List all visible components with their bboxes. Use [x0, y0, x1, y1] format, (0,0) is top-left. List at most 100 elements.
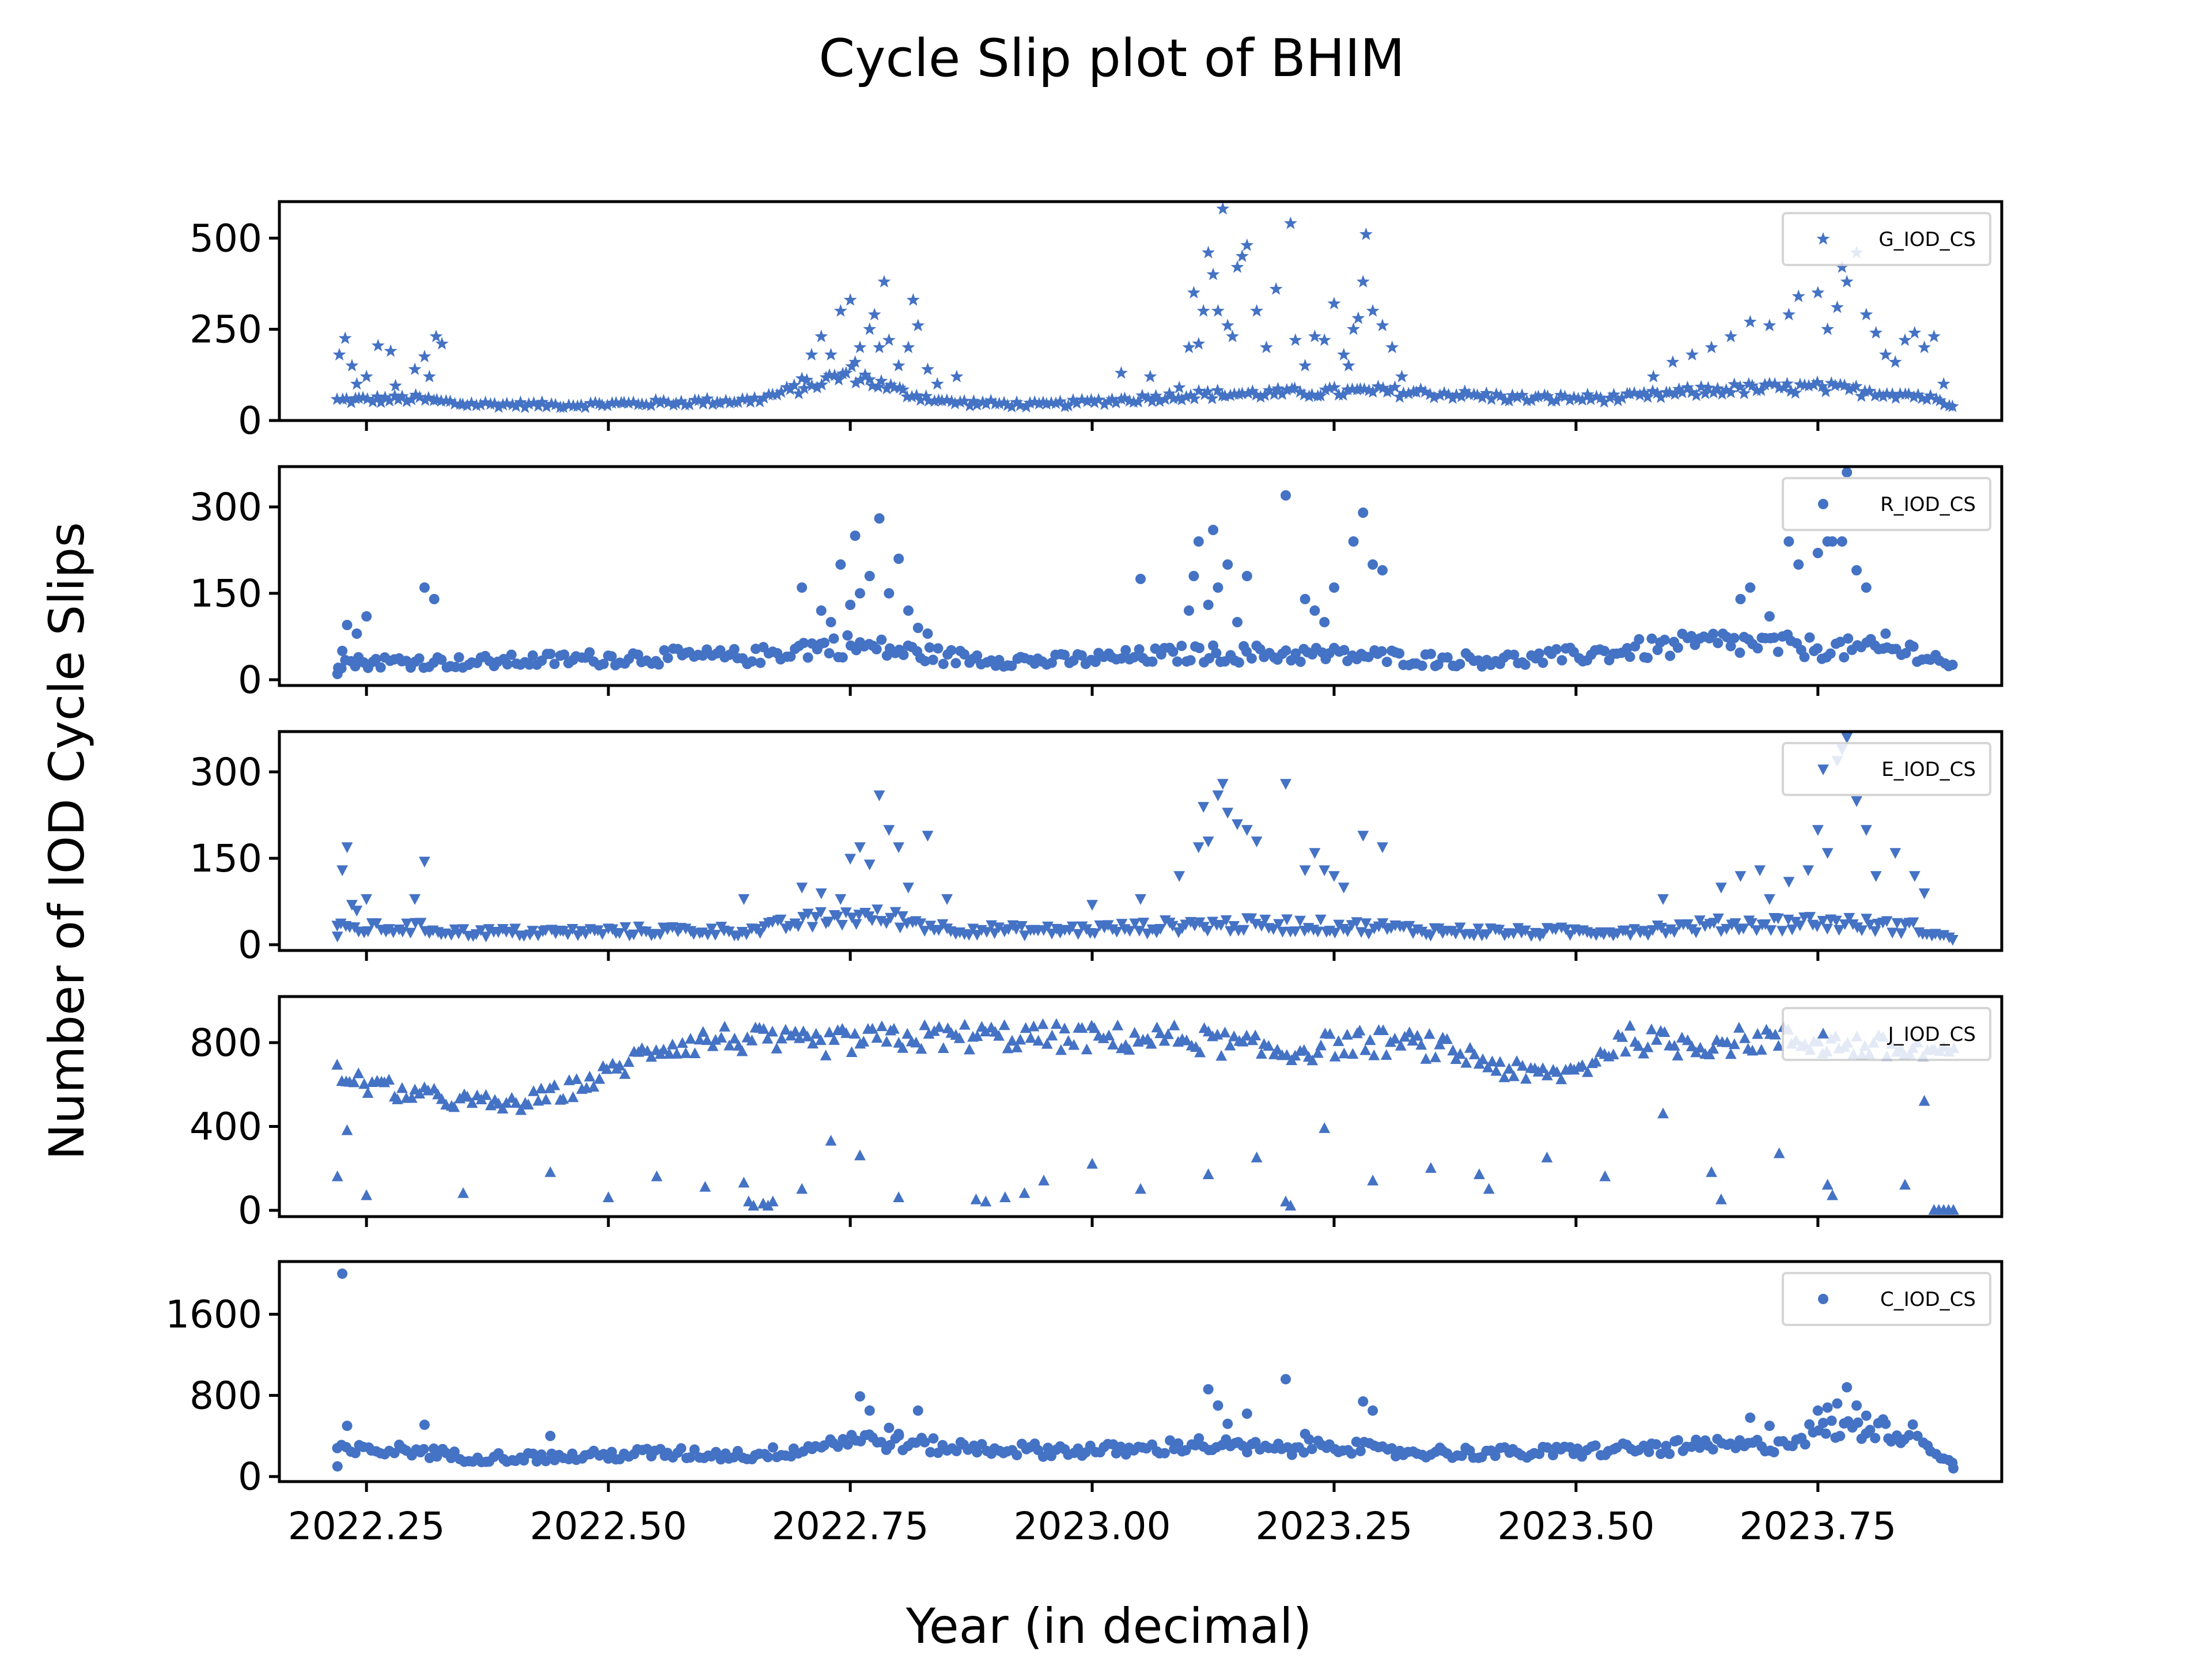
- data-point: [806, 922, 819, 933]
- data-point: [1623, 387, 1637, 400]
- data-point: [1458, 384, 1472, 397]
- data-point: [680, 1047, 692, 1058]
- data-point: [527, 650, 538, 661]
- data-point: [1329, 582, 1339, 593]
- data-point: [1812, 548, 1823, 558]
- data-point: [1768, 1446, 1779, 1457]
- data-point: [1646, 1023, 1657, 1035]
- data-point: [1763, 377, 1777, 389]
- data-point: [816, 605, 827, 616]
- data-point: [1908, 641, 1919, 652]
- data-point: [1821, 848, 1834, 859]
- data-point: [1184, 605, 1194, 616]
- data-point: [378, 391, 392, 403]
- data-point: [1672, 642, 1683, 653]
- data-point: [999, 1191, 1011, 1202]
- data-point: [1336, 388, 1350, 401]
- data-point: [1281, 914, 1293, 926]
- data-point: [1821, 322, 1835, 335]
- data-point: [1918, 1094, 1930, 1106]
- data-point: [1354, 1024, 1366, 1036]
- data-point: [700, 392, 714, 405]
- data-point: [876, 634, 887, 645]
- data-point: [431, 1451, 442, 1462]
- data-point: [1245, 913, 1257, 925]
- data-point: [849, 355, 862, 368]
- data-point: [1271, 381, 1285, 395]
- data-point: [1367, 1175, 1379, 1185]
- data-point: [771, 1042, 783, 1054]
- data-point: [350, 377, 363, 390]
- data-point: [1899, 1179, 1911, 1190]
- data-point: [1745, 918, 1758, 929]
- data-point: [1730, 1442, 1741, 1453]
- data-point: [1786, 925, 1798, 935]
- data-point: [627, 395, 641, 408]
- data-point: [1633, 1040, 1645, 1051]
- data-point: [1947, 660, 1958, 671]
- data-point: [1360, 918, 1372, 929]
- data-point: [1347, 322, 1361, 335]
- data-point: [945, 394, 959, 407]
- data-point: [1888, 355, 1902, 368]
- data-point: [770, 388, 784, 401]
- data-point: [332, 1461, 343, 1472]
- data-point: [1395, 1040, 1407, 1051]
- data-point: [998, 1019, 1010, 1031]
- data-point: [1853, 1417, 1863, 1428]
- data-point: [1745, 378, 1759, 392]
- data-point: [897, 1042, 908, 1053]
- data-point: [1468, 930, 1480, 941]
- data-point: [1646, 633, 1657, 644]
- data-point: [1319, 617, 1330, 627]
- data-point: [1187, 286, 1200, 299]
- data-point: [1772, 646, 1783, 657]
- data-point: [1724, 329, 1738, 343]
- data-point: [1281, 1049, 1293, 1060]
- data-point: [1581, 388, 1594, 400]
- data-point: [596, 929, 608, 940]
- data-point: [1715, 387, 1729, 400]
- data-point: [689, 1444, 700, 1455]
- data-point: [1298, 1447, 1309, 1458]
- data-point: [371, 339, 385, 351]
- data-point: [492, 400, 506, 413]
- data-point: [1594, 391, 1608, 404]
- data-point: [1642, 653, 1653, 664]
- data-point: [1558, 389, 1571, 403]
- data-point: [1086, 900, 1098, 911]
- data-point: [1642, 930, 1654, 941]
- data-point: [1076, 650, 1087, 661]
- data-point: [1747, 1044, 1759, 1056]
- data-point: [685, 1452, 696, 1463]
- x-tick-label: 2023.25: [1255, 1504, 1412, 1548]
- data-point: [557, 1093, 569, 1104]
- data-point: [1811, 286, 1825, 299]
- data-point: [606, 651, 617, 662]
- data-point: [1647, 925, 1658, 936]
- y-tick-label: 0: [238, 399, 262, 443]
- data-point: [1222, 559, 1233, 570]
- data-point: [1006, 1035, 1018, 1046]
- data-point: [984, 393, 998, 407]
- data-point: [779, 1024, 791, 1035]
- data-point: [873, 340, 886, 354]
- data-point: [1849, 379, 1863, 392]
- data-point: [475, 925, 487, 936]
- data-point: [746, 1035, 758, 1046]
- data-point: [1040, 397, 1054, 410]
- data-point: [361, 611, 372, 622]
- data-point: [370, 389, 384, 403]
- data-point: [1203, 1384, 1214, 1395]
- data-point: [435, 1093, 448, 1104]
- data-point: [706, 923, 718, 935]
- data-point: [767, 1195, 779, 1207]
- data-point: [332, 669, 343, 679]
- data-point: [1690, 927, 1702, 938]
- data-point: [1460, 1056, 1472, 1068]
- data-point: [544, 1082, 556, 1093]
- data-point: [854, 588, 865, 599]
- data-point: [854, 373, 868, 386]
- data-point: [863, 859, 876, 870]
- data-point: [1819, 384, 1832, 397]
